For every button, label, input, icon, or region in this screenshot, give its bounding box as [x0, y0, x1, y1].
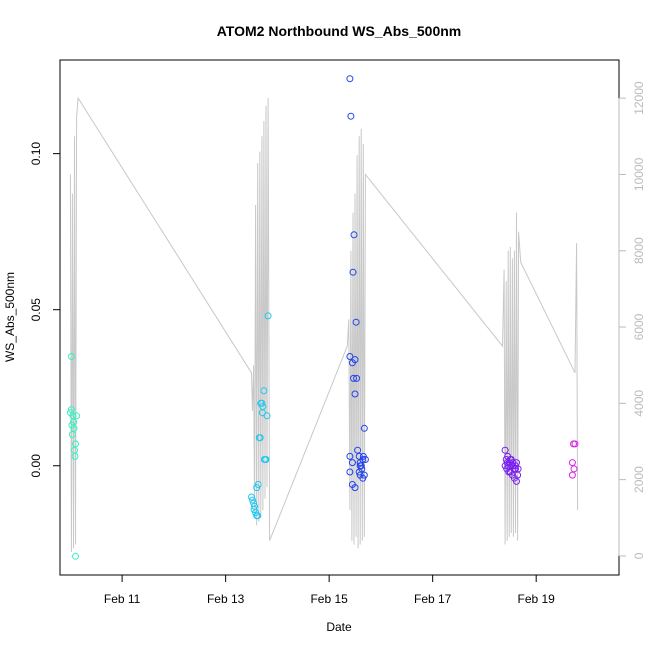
data-point	[356, 471, 364, 479]
data-point	[349, 268, 357, 276]
x-tick-label: Feb 11	[104, 592, 141, 606]
y2-tick-label: 6000	[632, 313, 646, 340]
data-point	[512, 465, 519, 473]
data-point	[67, 353, 75, 360]
x-tick-label: Feb 13	[207, 592, 245, 606]
line-series-layer	[69, 96, 579, 553]
data-point	[346, 468, 354, 476]
data-point	[505, 468, 513, 476]
data-point	[355, 468, 363, 476]
data-point	[350, 374, 357, 382]
y-tick-label: 0.10	[29, 142, 43, 166]
data-point	[346, 452, 354, 460]
x-axis: Feb 11 Feb 13 Feb 15 Feb 17 Feb 19	[104, 575, 555, 606]
data-point	[71, 452, 79, 460]
x-tick-label: Feb 15	[310, 592, 348, 606]
data-point	[260, 387, 268, 395]
y2-tick-label: 4000	[632, 390, 646, 417]
data-point	[259, 403, 267, 410]
data-point	[570, 465, 578, 473]
data-point	[346, 75, 354, 83]
data-point	[507, 456, 515, 463]
data-point	[256, 434, 264, 442]
data-point	[254, 481, 262, 488]
data-point	[73, 412, 81, 420]
data-point	[359, 456, 367, 463]
data-point	[248, 493, 255, 501]
y-axis-label: WS_Abs_500nm	[3, 272, 17, 362]
data-point	[346, 353, 354, 360]
data-point	[264, 312, 272, 320]
data-point	[250, 506, 258, 513]
data-point	[568, 471, 576, 479]
data-point	[348, 459, 356, 467]
data-point	[360, 424, 368, 432]
y2-tick-label: 8000	[632, 237, 646, 264]
y2-tick-label: 10000	[632, 157, 646, 191]
x-tick-label: Feb 19	[518, 592, 556, 606]
data-point	[351, 484, 359, 492]
data-point	[568, 459, 576, 467]
y-axis-left: 0.00 0.05 0.10	[29, 142, 60, 478]
data-point	[67, 406, 75, 414]
data-point	[70, 424, 78, 432]
data-point	[347, 112, 355, 120]
data-point	[354, 446, 362, 454]
data-point	[263, 412, 271, 420]
line-series	[69, 96, 579, 553]
data-point	[571, 440, 579, 448]
y2-tick-label: 0	[632, 552, 646, 559]
data-point	[501, 446, 509, 454]
data-point	[71, 446, 78, 454]
y2-tick-label: 12000	[632, 81, 646, 115]
chart-title: ATOM2 Northbound WS_Abs_500nm	[217, 23, 462, 39]
plot-frame	[59, 59, 620, 576]
x-axis-label: Date	[326, 620, 352, 634]
data-point	[262, 456, 270, 463]
data-point	[72, 552, 79, 560]
data-point	[514, 471, 522, 479]
data-point	[350, 231, 358, 239]
data-point	[353, 374, 361, 382]
data-point	[352, 318, 360, 326]
y-axis-right: 0 2000 4000 6000 8000 10000 12000	[618, 81, 646, 559]
y-tick-label: 0.00	[29, 454, 43, 478]
data-point	[351, 356, 359, 364]
points-layer	[66, 75, 579, 560]
data-point	[258, 399, 266, 407]
data-point	[361, 456, 369, 463]
data-point	[249, 496, 256, 504]
data-point	[351, 390, 359, 398]
data-point	[254, 512, 262, 520]
y2-tick-label: 2000	[632, 466, 646, 493]
data-point	[68, 431, 76, 438]
y-tick-label: 0.05	[29, 298, 43, 322]
x-tick-label: Feb 17	[414, 592, 452, 606]
